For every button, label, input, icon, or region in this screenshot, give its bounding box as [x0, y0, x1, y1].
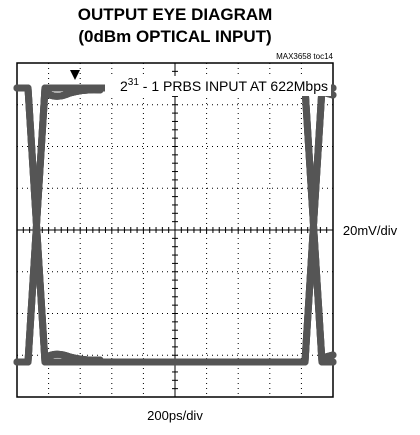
annotation: 231 - 1 PRBS INPUT AT 622Mbps — [120, 77, 328, 94]
annotation-backdrop — [105, 76, 331, 96]
figure-id: MAX3658 toc14 — [276, 52, 333, 61]
annotation-exponent: 31 — [128, 77, 140, 88]
scope-screen: 231 - 1 PRBS INPUT AT 622Mbps — [13, 62, 337, 398]
horizontal-scale: 200ps/div — [147, 408, 203, 423]
trigger-marker — [70, 70, 80, 80]
annotation-rest: - 1 PRBS INPUT AT 622Mbps — [139, 78, 328, 94]
annotation-base: 2 — [120, 78, 128, 94]
vertical-scale: 20mV/div — [343, 223, 398, 238]
title-line: OUTPUT EYE DIAGRAM — [78, 5, 273, 24]
title-line: (0dBm OPTICAL INPUT) — [78, 27, 271, 46]
